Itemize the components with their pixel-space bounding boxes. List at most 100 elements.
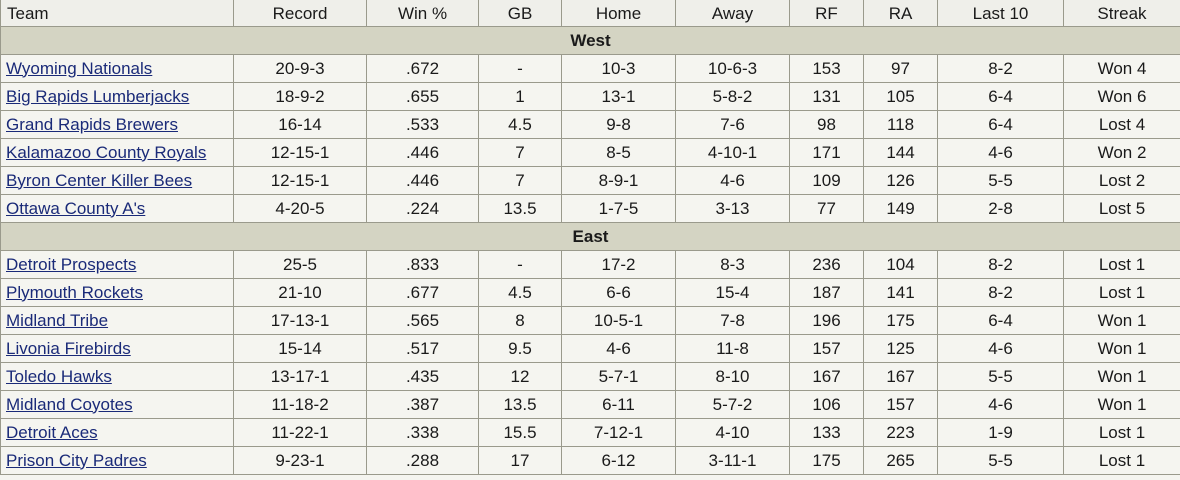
- division-name: East: [0, 222, 1180, 251]
- column-header-away[interactable]: Away: [675, 0, 790, 27]
- rf-cell: 175: [789, 446, 864, 475]
- team-link[interactable]: Kalamazoo County Royals: [6, 142, 207, 162]
- away-cell: 4-10: [675, 418, 790, 447]
- ra-cell: 105: [863, 82, 938, 111]
- team-link[interactable]: Toledo Hawks: [6, 366, 112, 386]
- record-cell: 12-15-1: [233, 138, 367, 167]
- team-cell: Big Rapids Lumberjacks: [0, 82, 234, 111]
- team-link[interactable]: Ottawa County A's: [6, 198, 146, 218]
- record-cell: 16-14: [233, 110, 367, 139]
- record-cell: 15-14: [233, 334, 367, 363]
- rf-cell: 77: [789, 194, 864, 223]
- table-row: Plymouth Rockets 21-10.677 4.5 6-6 15-4 187 14…: [0, 278, 1180, 307]
- home-cell: 8-5: [561, 138, 676, 167]
- gb-cell: 13.5: [478, 194, 562, 223]
- gb-cell: 7: [478, 138, 562, 167]
- column-header-gb[interactable]: GB: [478, 0, 562, 27]
- last-10-cell: 6-4: [937, 110, 1064, 139]
- gb-cell: 13.5: [478, 390, 562, 419]
- streak-cell: Lost 1: [1063, 278, 1180, 307]
- table-row: Detroit Aces 11-22-1.338 15.5 7-12-1 4-10 133…: [0, 418, 1180, 447]
- column-header-last-10[interactable]: Last 10: [937, 0, 1064, 27]
- streak-cell: Lost 1: [1063, 418, 1180, 447]
- team-cell: Livonia Firebirds: [0, 334, 234, 363]
- team-cell: Kalamazoo County Royals: [0, 138, 234, 167]
- win-pct-cell: .387: [366, 390, 479, 419]
- gb-cell: -: [478, 54, 562, 83]
- record-cell: 18-9-2: [233, 82, 367, 111]
- away-cell: 15-4: [675, 278, 790, 307]
- header-row: Team Record Win % GB Home Away RF RA Las…: [0, 0, 1180, 27]
- team-cell: Prison City Padres: [0, 446, 234, 475]
- last-10-cell: 5-5: [937, 446, 1064, 475]
- gb-cell: 8: [478, 306, 562, 335]
- team-link[interactable]: Midland Tribe: [6, 310, 109, 330]
- ra-cell: 265: [863, 446, 938, 475]
- team-link[interactable]: Byron Center Killer Bees: [6, 170, 193, 190]
- home-cell: 8-9-1: [561, 166, 676, 195]
- away-cell: 8-3: [675, 250, 790, 279]
- streak-cell: Won 1: [1063, 390, 1180, 419]
- column-header-win-pct[interactable]: Win %: [366, 0, 479, 27]
- column-header-ra[interactable]: RA: [863, 0, 938, 27]
- win-pct-cell: .338: [366, 418, 479, 447]
- table-row: Byron Center Killer Bees 12-15-1.446 7 8-9-…: [0, 166, 1180, 195]
- last-10-cell: 5-5: [937, 166, 1064, 195]
- away-cell: 4-6: [675, 166, 790, 195]
- ra-cell: 223: [863, 418, 938, 447]
- last-10-cell: 5-5: [937, 362, 1064, 391]
- home-cell: 4-6: [561, 334, 676, 363]
- home-cell: 7-12-1: [561, 418, 676, 447]
- team-link[interactable]: Midland Coyotes: [6, 394, 133, 414]
- column-header-team[interactable]: Team: [0, 0, 234, 27]
- column-header-streak[interactable]: Streak: [1063, 0, 1180, 27]
- team-link[interactable]: Big Rapids Lumberjacks: [6, 86, 190, 106]
- team-cell: Plymouth Rockets: [0, 278, 234, 307]
- streak-cell: Lost 1: [1063, 250, 1180, 279]
- away-cell: 3-11-1: [675, 446, 790, 475]
- division-name: West: [0, 26, 1180, 55]
- standings-body: West Wyoming Nationals 20-9-3.672-10-3 10-6…: [0, 26, 1180, 475]
- rf-cell: 171: [789, 138, 864, 167]
- last-10-cell: 8-2: [937, 278, 1064, 307]
- team-link[interactable]: Detroit Aces: [6, 422, 98, 442]
- team-cell: Detroit Aces: [0, 418, 234, 447]
- home-cell: 5-7-1: [561, 362, 676, 391]
- gb-cell: 1: [478, 82, 562, 111]
- record-cell: 20-9-3: [233, 54, 367, 83]
- last-10-cell: 6-4: [937, 82, 1064, 111]
- team-link[interactable]: Prison City Padres: [6, 450, 147, 470]
- rf-cell: 157: [789, 334, 864, 363]
- away-cell: 7-8: [675, 306, 790, 335]
- team-link[interactable]: Livonia Firebirds: [6, 338, 131, 358]
- away-cell: 8-10: [675, 362, 790, 391]
- team-cell: Wyoming Nationals: [0, 54, 234, 83]
- last-10-cell: 1-9: [937, 418, 1064, 447]
- table-row: Ottawa County A's 4-20-5.224 13.5 1-7-5 3-13…: [0, 194, 1180, 223]
- gb-cell: 4.5: [478, 110, 562, 139]
- home-cell: 9-8: [561, 110, 676, 139]
- away-cell: 11-8: [675, 334, 790, 363]
- gb-cell: 7: [478, 166, 562, 195]
- rf-cell: 196: [789, 306, 864, 335]
- record-cell: 9-23-1: [233, 446, 367, 475]
- rf-cell: 131: [789, 82, 864, 111]
- ra-cell: 141: [863, 278, 938, 307]
- home-cell: 13-1: [561, 82, 676, 111]
- streak-cell: Won 1: [1063, 362, 1180, 391]
- team-link[interactable]: Wyoming Nationals: [6, 58, 153, 78]
- column-header-rf[interactable]: RF: [789, 0, 864, 27]
- division-header-row: East: [0, 222, 1180, 251]
- team-link[interactable]: Detroit Prospects: [6, 254, 137, 274]
- column-header-record[interactable]: Record: [233, 0, 367, 27]
- gb-cell: 15.5: [478, 418, 562, 447]
- win-pct-cell: .288: [366, 446, 479, 475]
- win-pct-cell: .224: [366, 194, 479, 223]
- table-row: Kalamazoo County Royals 12-15-1.446 7 8-5 4-…: [0, 138, 1180, 167]
- ra-cell: 118: [863, 110, 938, 139]
- home-cell: 1-7-5: [561, 194, 676, 223]
- team-link[interactable]: Grand Rapids Brewers: [6, 114, 178, 134]
- team-link[interactable]: Plymouth Rockets: [6, 282, 143, 302]
- column-header-home[interactable]: Home: [561, 0, 676, 27]
- record-cell: 13-17-1: [233, 362, 367, 391]
